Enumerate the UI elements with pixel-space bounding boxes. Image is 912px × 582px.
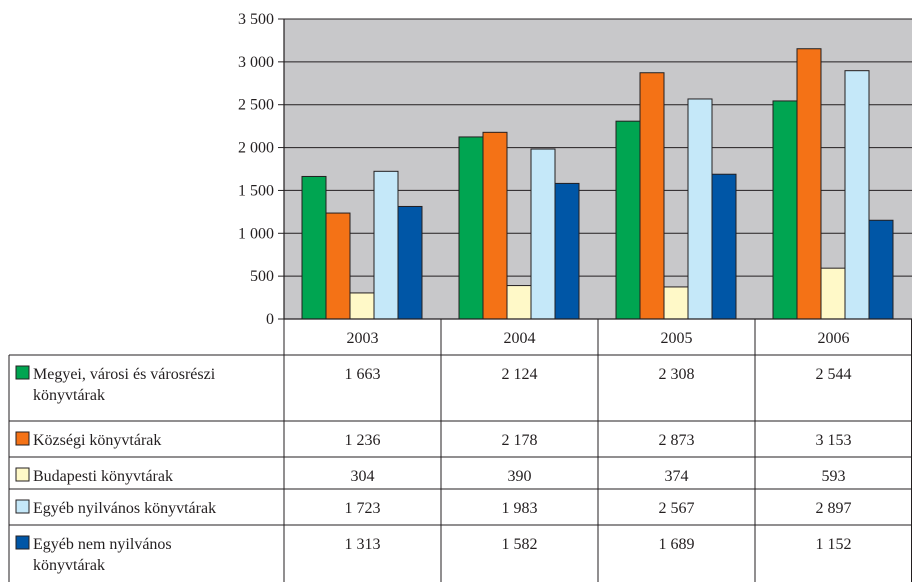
legend-swatch [16,536,29,549]
data-value-label: 1 983 [502,500,538,517]
bar [688,99,712,319]
data-value-label: 2 124 [502,366,538,383]
bar [531,149,555,319]
y-tick-label: 1 500 [238,182,274,199]
data-value-label: 1 313 [345,536,381,553]
bar [507,286,531,319]
series-name: Egyéb nyilvános könyvtárak [33,500,216,517]
data-value-label: 3 153 [816,432,852,449]
legend-swatch [16,500,29,513]
y-tick-label: 3 000 [238,54,274,71]
bar [797,49,821,319]
series-name: Megyei, városi és városrészi [33,366,216,383]
bar [302,176,326,319]
x-category-label: 2004 [504,330,536,347]
bar [326,213,350,319]
bar [773,101,797,319]
plot-area: 0 500 1 000 1 500 2 000 2 500 3 000 3 500 [238,11,912,328]
bar [555,183,579,319]
bar [712,174,736,319]
data-value-label: 1 723 [345,500,381,517]
data-value-label: 304 [351,468,375,485]
x-category-label: 2003 [347,330,379,347]
bar [483,132,507,319]
series-name: Budapesti könyvtárak [33,468,173,485]
series-name: Egyéb nem nyilvános [33,536,172,553]
data-table: 2003 2004 2005 2006 Megyei, városi és városr… [9,319,912,582]
y-tick-label: 0 [266,311,274,328]
series-name: könyvtárak [33,557,105,574]
bar [616,121,640,319]
data-value-label: 2 308 [659,366,695,383]
y-tick-label: 1 000 [238,225,274,242]
data-value-label: 593 [822,468,846,485]
x-category-label: 2006 [818,330,850,347]
legend-swatch [16,468,29,481]
data-value-label: 1 663 [345,366,381,383]
series-name: könyvtárak [33,387,105,404]
bar [350,293,374,319]
data-value-label: 1 689 [659,536,695,553]
legend-swatch [16,366,29,379]
y-tick-label: 500 [250,268,274,285]
data-value-label: 1 152 [816,536,852,553]
series-name: Községi könyvtárak [33,432,161,449]
data-value-label: 1 236 [345,432,381,449]
bar [640,73,664,319]
data-value-label: 390 [508,468,532,485]
legend-swatch [16,432,29,445]
bar [664,287,688,319]
bar [845,71,869,319]
data-value-label: 2 178 [502,432,538,449]
y-tick-label: 2 500 [238,97,274,114]
bar [869,220,893,319]
data-value-label: 1 582 [502,536,538,553]
data-value-label: 2 567 [659,500,695,517]
bar [374,171,398,319]
y-tick-label: 2 000 [238,140,274,157]
bar [821,268,845,319]
data-value-label: 374 [665,468,689,485]
data-value-label: 2 544 [816,366,852,383]
data-value-label: 2 873 [659,432,695,449]
data-value-label: 2 897 [816,500,852,517]
bar [459,137,483,319]
bar [398,206,422,319]
x-category-label: 2005 [661,330,693,347]
y-tick-label: 3 500 [238,11,274,28]
